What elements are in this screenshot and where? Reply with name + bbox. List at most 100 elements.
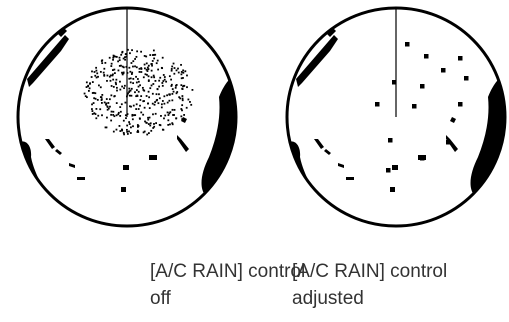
echo <box>186 86 188 88</box>
echo <box>163 95 165 97</box>
echo <box>110 120 112 122</box>
echo <box>134 114 136 116</box>
echo <box>182 99 184 101</box>
echo <box>97 99 99 101</box>
echo <box>88 90 90 92</box>
echo <box>149 125 151 127</box>
echo <box>96 72 98 74</box>
echo <box>176 92 178 94</box>
echo <box>190 104 192 106</box>
echo <box>175 117 177 119</box>
echo <box>86 96 88 98</box>
echo <box>130 126 132 128</box>
echo <box>139 105 141 107</box>
echo <box>124 59 126 61</box>
echo <box>154 104 156 106</box>
echo <box>148 132 150 134</box>
echo <box>388 138 393 143</box>
echo <box>181 71 183 73</box>
echo <box>109 98 111 100</box>
echo <box>157 102 159 104</box>
echo <box>184 70 186 72</box>
echo <box>149 54 151 56</box>
echo <box>183 85 185 87</box>
echo <box>149 107 151 109</box>
echo <box>132 66 134 68</box>
caption-line: adjusted <box>292 285 447 312</box>
echo <box>100 96 102 98</box>
echo <box>106 80 108 82</box>
echo <box>120 111 122 113</box>
echo <box>167 124 169 126</box>
echo <box>118 70 120 72</box>
echo <box>171 99 173 101</box>
echo <box>92 81 94 83</box>
echo <box>157 88 159 90</box>
echo <box>153 75 155 77</box>
echo <box>116 114 118 116</box>
echo <box>153 123 155 125</box>
echo <box>156 62 158 64</box>
echo <box>164 115 166 117</box>
echo <box>111 63 113 65</box>
echo <box>116 90 118 92</box>
echo <box>159 77 161 79</box>
echo <box>144 131 146 133</box>
echo <box>137 131 139 133</box>
echo <box>111 85 113 87</box>
echo <box>136 103 138 105</box>
echo <box>148 65 150 67</box>
echo <box>112 73 114 75</box>
echo <box>112 59 114 61</box>
echo <box>148 91 150 93</box>
echo <box>119 57 121 59</box>
echo <box>162 57 164 59</box>
echo <box>183 114 185 116</box>
echo <box>151 76 153 78</box>
echo <box>375 102 380 107</box>
echo <box>420 156 425 161</box>
echo <box>161 103 163 105</box>
echo <box>161 82 163 84</box>
echo <box>115 79 117 81</box>
echo <box>109 57 111 59</box>
echo <box>89 82 91 84</box>
echo <box>150 122 152 124</box>
echo <box>121 86 123 88</box>
echo <box>182 77 184 79</box>
echo <box>139 118 141 120</box>
radar-screen-right <box>286 27 508 216</box>
echo <box>107 109 109 111</box>
echo <box>140 112 142 114</box>
echo <box>96 77 98 79</box>
echo <box>168 114 170 116</box>
echo <box>134 91 136 93</box>
echo <box>143 89 145 91</box>
echo <box>180 64 182 66</box>
echo <box>151 63 153 65</box>
echo <box>116 129 118 131</box>
echo <box>171 122 173 124</box>
echo <box>177 68 179 70</box>
echo <box>144 67 146 69</box>
echo <box>157 69 159 71</box>
echo <box>159 97 161 99</box>
echo <box>110 114 112 116</box>
echo <box>124 85 126 87</box>
echo <box>144 121 146 123</box>
echo <box>91 76 93 78</box>
radar-screen-left <box>17 27 239 216</box>
echo <box>446 140 451 145</box>
echo <box>146 74 148 76</box>
echo <box>129 71 131 73</box>
echo <box>136 95 138 97</box>
echo <box>386 168 391 173</box>
caption: [A/C RAIN] control adjusted <box>292 258 447 312</box>
radar-illustration <box>0 0 509 250</box>
echo <box>127 133 129 135</box>
echo <box>134 65 136 67</box>
echo <box>110 80 112 82</box>
echo <box>106 127 108 129</box>
echo <box>132 82 134 84</box>
echo <box>181 118 183 120</box>
